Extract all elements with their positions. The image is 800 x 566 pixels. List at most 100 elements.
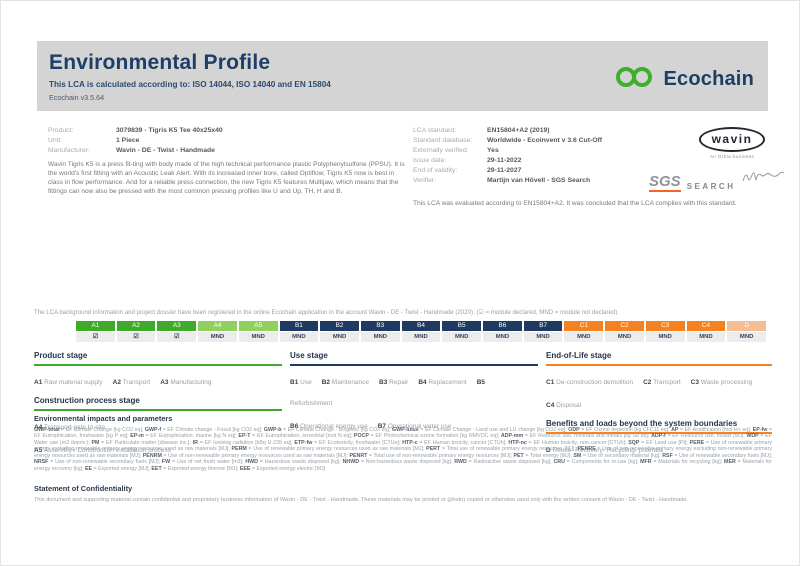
sgs-logo-text: SGS: [649, 173, 681, 192]
stage-item-B6: B6 Operational energy use: [290, 422, 368, 430]
module-status-A4: MND: [198, 332, 237, 342]
header-band: Environmental Profile This LCA is calcul…: [37, 41, 768, 111]
stage-title: End-of-Life stage: [546, 351, 772, 366]
legend-entry-GWP-total: GWP-total = EF Climate Change [kg CO2 eq…: [34, 427, 142, 433]
stage-item-B7: B7 Operational water use: [377, 422, 452, 430]
legend-entry-SM: SM = Use of secondary material [kg]: [573, 452, 660, 459]
module-status-C2: MND: [605, 332, 644, 342]
verifier-signature-icon: [741, 169, 785, 190]
info-value: 1 Piece: [116, 136, 140, 144]
module-header-B1: B1: [279, 321, 319, 331]
stage-item-B3: B3 Repair: [379, 379, 409, 386]
module-header-A1: A1: [76, 321, 115, 331]
legend-entry-EP-T: EP-T = EF Eutrophication, terrestrial [m…: [238, 433, 351, 440]
info-value: EN15804+A2 (2019): [487, 126, 550, 134]
stage-item-A5: A5 Assembly / Construction installation …: [34, 446, 171, 454]
info-value: 29-11-2027: [487, 166, 522, 174]
module-status-B1: MND: [279, 332, 319, 342]
wavin-logo: wavin An Orbia business: [696, 127, 768, 159]
info-label: LCA standard:: [413, 126, 457, 134]
info-row: Unit: 1 Piece: [48, 135, 223, 145]
legend-entry-RWD: RWD = Radioactive waste disposed [kg]: [454, 459, 551, 466]
legend-entry-NRSF: NRSF = Use of non-renewable secondary fu…: [34, 459, 159, 466]
module-header-C2: C2: [605, 321, 644, 331]
legend-entry-HTP-c: HTP-c = EF Human toxicity, cancer [CTUh]: [402, 439, 506, 446]
legend-entry-PERM: PERM = Use of renewable primary energy r…: [231, 446, 423, 453]
module-header-B2: B2: [320, 321, 359, 331]
legend-entry-MFR: MFR = Materials for recycling [kg]: [640, 459, 721, 466]
stage-title: Product stage: [34, 351, 282, 366]
product-description: Wavin Tigris K5 is a press fit-ting with…: [48, 161, 405, 195]
info-row: Product: 3079839 - Tigris K5 Tee 40x25x40: [48, 125, 223, 135]
stage-columns: Product stage A1 Raw material supply A2 Tr…: [34, 351, 772, 463]
info-row: LCA standard: EN15804+A2 (2019): [413, 125, 602, 135]
info-label: Verifier:: [413, 176, 437, 184]
confidentiality-section: Statement of Confidentiality This docume…: [34, 484, 772, 503]
registration-note: The LCA background information and proje…: [34, 309, 620, 316]
module-status-B3: MND: [360, 332, 400, 342]
module-header-B6: B6: [483, 321, 522, 331]
ecochain-version: Ecochain v3.5.64: [49, 93, 105, 102]
info-label: Externally verified:: [413, 146, 469, 154]
confidentiality-heading: Statement of Confidentiality: [34, 484, 133, 493]
info-label: Standard database:: [413, 136, 473, 144]
legend-entry-PERT: PERT = Total use of renewable primary en…: [426, 446, 575, 453]
stage-item-B1: B1 Use: [290, 379, 312, 386]
module-status-C1: MND: [564, 332, 604, 342]
legend-entry-RSF: RSF = Use of renewable secondary fuels […: [662, 452, 771, 459]
legend-entry-ADP-f: ADP-f = EF Resource use, fossils [MJ]: [651, 433, 744, 440]
page-title: Environmental Profile: [49, 51, 271, 74]
module-status-C4: MND: [686, 332, 726, 342]
module-status-B4: MND: [401, 332, 441, 342]
module-header-C1: C1: [564, 321, 604, 331]
module-header-C3: C3: [645, 321, 685, 331]
module-header-A3: A3: [157, 321, 197, 331]
legend-entry-ADP-mm: ADP-mm = EF Resource use, minerals and m…: [500, 433, 648, 440]
info-row: Standard database: Worldwide - Ecoinvent …: [413, 135, 602, 145]
info-row: Verifier: Martijn van Hövell - SGS Search: [413, 175, 602, 185]
info-label: Manufacturer:: [48, 146, 90, 154]
module-status-B7: MND: [523, 332, 563, 342]
stage-item-A2: A2 Transport: [112, 379, 151, 386]
legend-entry-PENRE: PENRE = Use of non renewable primary ene…: [34, 446, 772, 459]
legend-entry-POCP: POCP = EF Photochemical ozone formation …: [353, 433, 498, 440]
stage-item-C1: C1 De-construction demolition: [546, 379, 634, 386]
sgs-search-text: SEARCH: [686, 181, 736, 191]
stage-item-D: D Reuse- Recovery- Recycling- potential: [546, 446, 664, 454]
module-status-A3: ☑: [157, 332, 197, 342]
legend-entry-GWP-lulus: GWP-lulus = EF Climate Change - Land use…: [391, 427, 566, 433]
legend-entry-PET: PET = Total energy [MJ]: [513, 452, 571, 459]
legend-entry-EP-fw: EP-fw = EF Eutrophication, freshwater [k…: [34, 427, 773, 440]
legend-entry-PENRT: PENRT = Total use of non-renewable prima…: [349, 452, 511, 459]
module-status-C3: MND: [645, 332, 685, 342]
sgs-search-logo: SGS SEARCH: [649, 169, 785, 192]
stage-section: Construction process stage A4 Transport g…: [34, 396, 282, 459]
evaluation-statement: This LCA was evaluated according to EN15…: [413, 200, 737, 207]
info-value: 3079839 - Tigris K5 Tee 40x25x40: [116, 126, 223, 134]
legend-entry-IR: IR = EF Ionising radiation [kBq U-235 eq…: [192, 439, 292, 446]
module-header-A2: A2: [116, 321, 156, 331]
legend-entry-MER: MER = Materials for energy recovery [kg]: [34, 459, 772, 472]
info-value: Wavin - DE - Twist - Handmade: [116, 146, 215, 154]
confidentiality-text: This document and supporting material co…: [34, 497, 689, 503]
wavin-logo-text: wavin: [698, 127, 766, 152]
legend-entry-PERE: PERE = Use of renewable primary energy e…: [34, 439, 772, 453]
stage-item-B5: B5 Refurbishment: [290, 379, 486, 407]
module-status-A1: ☑: [76, 332, 115, 342]
stage-section: Use stage B1 Use B2 Maintenance B3 Repair B4…: [290, 351, 538, 434]
legend-entry-GWP-b: GWP-b = EF Climate Change - Biogenic [kg…: [263, 427, 389, 433]
module-header-B7: B7: [523, 321, 563, 331]
legend-entry-GWP-f: GWP-f = EF Climate change - Fossil [kg C…: [144, 427, 261, 433]
stage-section: End-of-Life stage C1 De-construction demo…: [546, 351, 772, 414]
module-header-B5: B5: [442, 321, 482, 331]
stage-column: Product stage A1 Raw material supply A2 Tr…: [34, 351, 282, 463]
stage-item-C2: C2 Transport: [643, 379, 681, 386]
impacts-legend: GWP-total = EF Climate Change [kg CO2 eq…: [34, 427, 773, 472]
module-header-D: D: [727, 321, 766, 331]
impacts-section: Environmental impacts and parameters GWP…: [34, 414, 772, 472]
legend-entry-HWD: HWD = Hazardous waste disposed [kg]: [245, 459, 340, 466]
info-row: Issue date: 29-11-2022: [413, 155, 602, 165]
info-label: Unit:: [48, 136, 62, 144]
info-value: Yes: [487, 146, 499, 154]
info-label: Product:: [48, 126, 74, 134]
